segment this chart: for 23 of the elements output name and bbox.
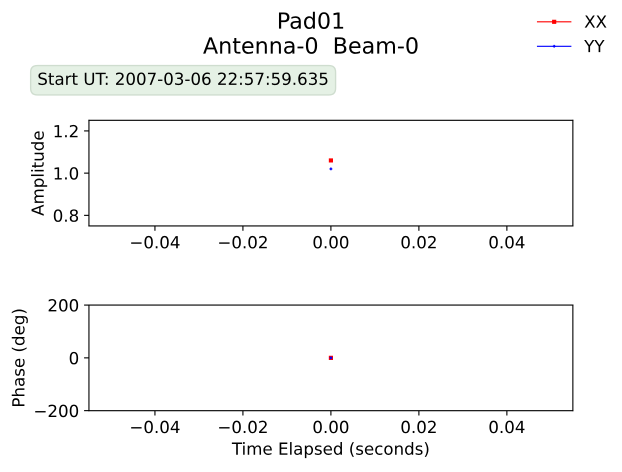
text: Start UT: 2007-03-06 22:57:59.635 (38, 72, 328, 86)
y-tick-label: 1.0 (54, 167, 78, 180)
x-tick-label: −0.02 (219, 236, 267, 249)
legend-label: YY (584, 40, 605, 52)
y-tick-label: 200 (48, 299, 78, 312)
x-tick-label: 0.00 (313, 236, 348, 249)
x-tick-label: 0.02 (401, 420, 436, 434)
x-tick-label: 0.02 (401, 236, 436, 249)
y-tick-label: 0.8 (54, 209, 78, 222)
y-axis-title: Amplitude (31, 131, 48, 216)
x-tick-label: −0.04 (131, 420, 180, 434)
y-axis-title: Phase (deg) (12, 310, 28, 406)
x-axis-title: Time Elapsed (seconds) (232, 442, 428, 458)
y-tick-label: 0 (70, 352, 78, 364)
y-tick-label: −200 (35, 404, 78, 418)
x-tick-label: 0.04 (489, 236, 524, 249)
y-tick-label: 1.2 (54, 124, 78, 138)
x-tick-label: −0.04 (131, 236, 180, 249)
legend-label: XX (584, 16, 606, 28)
x-tick-label: 0.04 (489, 420, 524, 434)
x-tick-label: 0.00 (313, 420, 348, 434)
x-tick-label: −0.02 (219, 420, 267, 434)
chart-title: Pad01 Antenna-0 Beam-0 (203, 12, 418, 54)
